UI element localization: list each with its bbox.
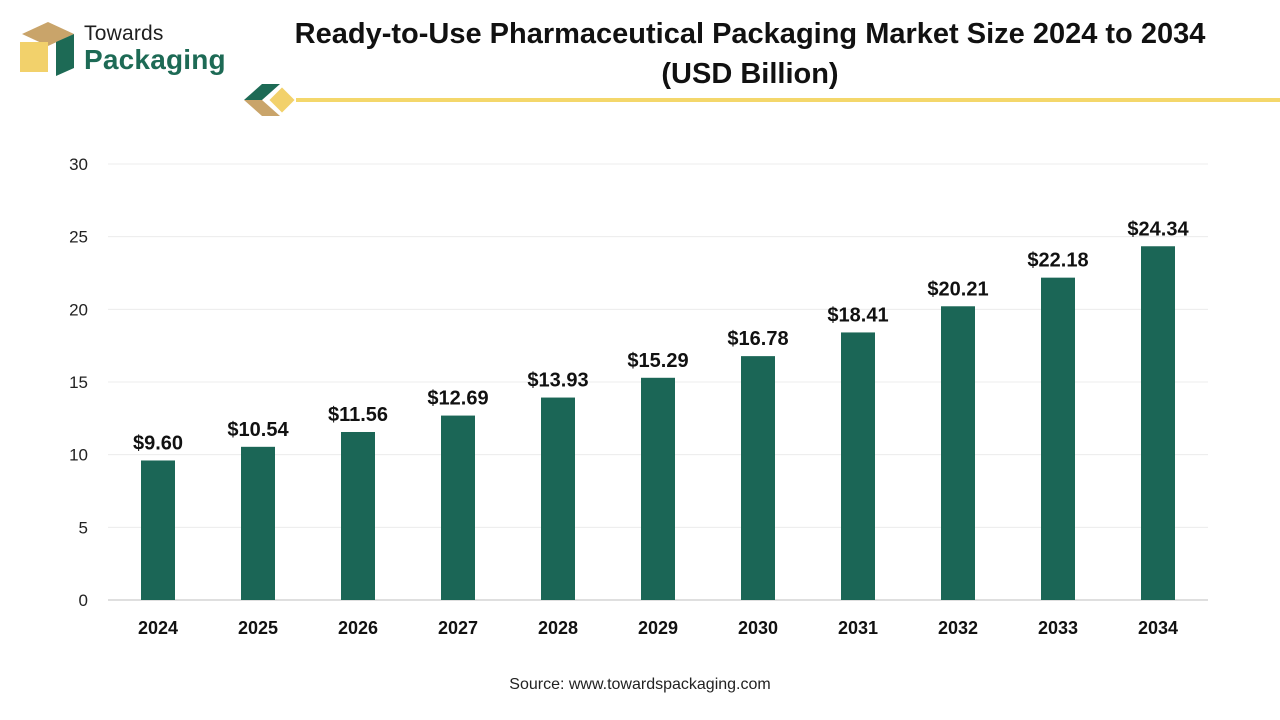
divider-tan-chevron-icon [244, 100, 280, 116]
bar [941, 306, 975, 600]
bar [741, 356, 775, 600]
bar [1141, 246, 1175, 600]
header-divider [244, 84, 1280, 116]
bar [641, 377, 675, 600]
bar [141, 460, 175, 600]
divider-line [296, 98, 1280, 102]
x-tick-label: 2030 [738, 618, 778, 638]
y-tick-label: 0 [79, 591, 88, 610]
y-tick-label: 25 [69, 228, 88, 247]
box-logo-icon [20, 22, 74, 76]
brand-name-top: Towards [84, 22, 164, 45]
divider-green-chevron-icon [244, 84, 280, 100]
x-tick-label: 2031 [838, 618, 878, 638]
data-label: $12.69 [427, 388, 488, 410]
x-tick-label: 2026 [338, 618, 378, 638]
divider-diamond-icon [266, 84, 298, 116]
data-label: $24.34 [1127, 218, 1189, 240]
bar [341, 431, 375, 600]
source-label: Source: [509, 676, 565, 693]
x-tick-label: 2032 [938, 618, 978, 638]
data-label: $18.41 [827, 304, 888, 326]
y-tick-label: 5 [79, 518, 88, 537]
page-title: Ready-to-Use Pharmaceutical Packaging Ma… [260, 14, 1240, 94]
data-label: $13.93 [527, 370, 588, 392]
source-url: www.towardspackaging.com [568, 676, 771, 693]
data-label: $11.56 [328, 404, 388, 426]
data-label: $9.60 [133, 432, 183, 454]
data-label: $20.21 [927, 278, 988, 300]
brand-name-bottom: Packaging [84, 44, 226, 75]
bar [841, 332, 875, 600]
x-tick-label: 2033 [1038, 618, 1078, 638]
x-tick-label: 2034 [1138, 618, 1178, 638]
x-tick-label: 2025 [238, 618, 278, 638]
source-note: Source: www.towardspackaging.com [0, 676, 1280, 694]
bar [241, 446, 275, 600]
title-line-2: (USD Billion) [661, 58, 839, 90]
data-label: $15.29 [627, 350, 688, 372]
bar [541, 397, 575, 600]
x-tick-label: 2024 [138, 618, 178, 638]
data-label: $10.54 [227, 419, 289, 441]
data-label: $22.18 [1027, 250, 1088, 272]
y-tick-label: 15 [69, 373, 88, 392]
y-tick-label: 10 [69, 446, 88, 465]
brand-logo: Towards Packaging [18, 20, 248, 80]
data-label: $16.78 [727, 328, 788, 350]
x-tick-label: 2027 [438, 618, 478, 638]
title-line-1: Ready-to-Use Pharmaceutical Packaging Ma… [294, 18, 1206, 50]
y-tick-label: 20 [69, 300, 88, 319]
bar [1041, 277, 1075, 600]
y-tick-label: 30 [69, 155, 88, 174]
bar [441, 415, 475, 600]
x-tick-label: 2029 [638, 618, 678, 638]
x-tick-label: 2028 [538, 618, 578, 638]
